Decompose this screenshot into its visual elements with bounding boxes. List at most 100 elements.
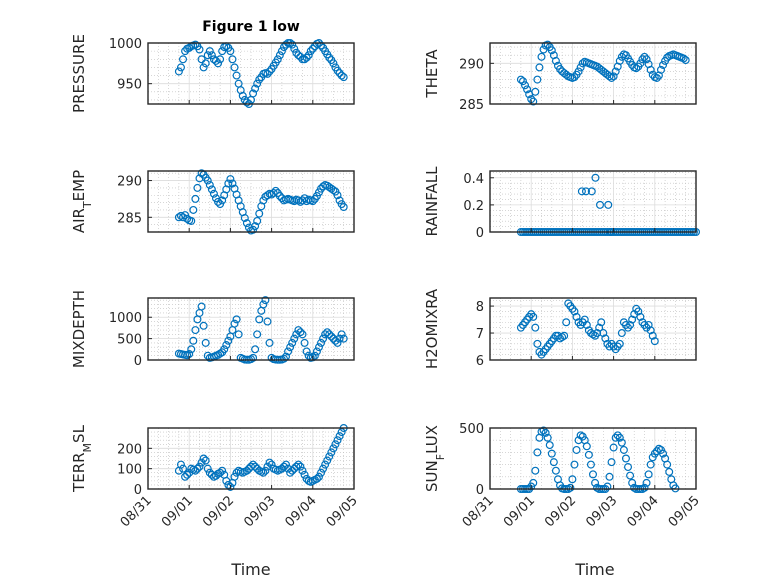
data-point [570, 460, 579, 469]
data-point [286, 343, 295, 352]
data-point [337, 330, 346, 339]
data-point [518, 77, 527, 86]
data-point [277, 47, 286, 56]
data-point [516, 75, 525, 84]
data-point [640, 483, 649, 492]
data-point [325, 452, 334, 461]
data-point [267, 460, 276, 469]
data-point [624, 463, 633, 472]
data-point [582, 442, 591, 451]
data-point [323, 456, 332, 465]
data-point [290, 334, 299, 343]
data-point [308, 44, 317, 53]
data-point [304, 51, 313, 60]
data-point [541, 428, 550, 437]
data-point [179, 213, 188, 222]
data-point [273, 55, 282, 64]
data-point [314, 343, 323, 352]
data-point [319, 334, 328, 343]
data-point [218, 47, 227, 56]
data-point [304, 351, 313, 360]
data-point [230, 472, 239, 481]
data-point [339, 203, 348, 212]
data-point [294, 51, 303, 60]
data-point [259, 300, 268, 309]
data-point [216, 468, 225, 477]
data-point [611, 433, 620, 442]
y-tick-label: 290 [459, 57, 484, 72]
data-point [249, 353, 258, 362]
y-axis-label-1: THETA [423, 49, 441, 99]
data-point [314, 472, 323, 481]
data-point [218, 466, 227, 475]
data-point [228, 179, 237, 188]
data-point [195, 45, 204, 54]
data-point [277, 464, 286, 473]
data-point [176, 460, 185, 469]
data-point [588, 470, 597, 479]
data-point [586, 329, 595, 338]
data-point [191, 466, 200, 475]
data-point [279, 354, 288, 363]
data-point [581, 187, 590, 196]
data-point [543, 40, 552, 49]
data-point [253, 330, 262, 339]
data-point [604, 200, 613, 209]
data-point [197, 302, 206, 311]
data-point [329, 59, 338, 68]
data-point [183, 351, 192, 360]
y-tick-label: 290 [117, 175, 142, 190]
data-point [224, 336, 233, 345]
data-point [531, 87, 540, 96]
data-point [652, 73, 661, 82]
data-point [659, 449, 668, 458]
data-point [325, 330, 334, 339]
data-point [312, 347, 321, 356]
data-point [199, 321, 208, 330]
data-point [279, 462, 288, 471]
data-point [203, 176, 212, 185]
data-point [220, 345, 229, 354]
data-point [646, 326, 655, 335]
data-point [551, 466, 560, 475]
data-point [605, 72, 614, 81]
data-point [234, 330, 243, 339]
data-point [582, 320, 591, 329]
data-point [226, 175, 235, 184]
data-point [259, 468, 268, 477]
data-point [232, 71, 241, 80]
y-axis-label-3: RAINFALL [423, 166, 441, 237]
data-point [207, 51, 216, 60]
data-point [310, 351, 319, 360]
data-point [251, 345, 260, 354]
data-point [547, 449, 556, 458]
data-point [191, 326, 200, 335]
data-point [556, 334, 565, 343]
data-point [607, 458, 616, 467]
data-point [181, 472, 190, 481]
x-axis-label-left: Time [230, 560, 270, 579]
y-tick-label: 285 [117, 211, 142, 226]
data-point [566, 483, 575, 492]
data-point [636, 312, 645, 321]
data-point [632, 64, 641, 73]
axes-box [147, 427, 355, 490]
data-point [327, 448, 336, 457]
data-point [189, 205, 198, 214]
data-point [296, 328, 305, 337]
y-tick-label: 0 [134, 483, 142, 498]
y-tick-label: 0 [476, 226, 484, 241]
data-point [586, 460, 595, 469]
data-point [292, 462, 301, 471]
data-point [263, 317, 272, 326]
data-point [187, 216, 196, 225]
axes-box [489, 427, 697, 490]
data-point [197, 169, 206, 178]
subplot-mixdepth: 0 500 1000 MIXDEPTH [70, 290, 355, 369]
data-point [609, 72, 618, 81]
data-point [174, 67, 183, 76]
data-point [650, 337, 659, 346]
data-point [222, 341, 231, 350]
data-point [628, 478, 637, 487]
data-point [329, 334, 338, 343]
